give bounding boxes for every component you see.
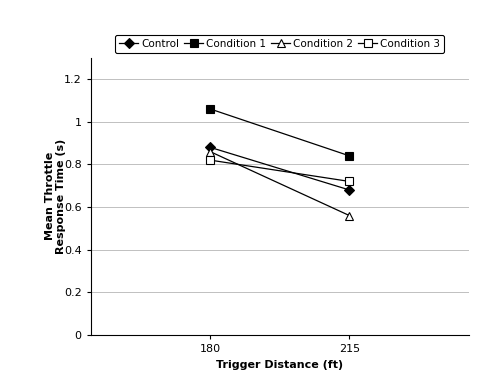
Condition 2 <box>346 213 352 218</box>
Control <box>346 187 352 192</box>
Condition 3 <box>207 158 213 162</box>
Y-axis label: Mean Throttle
Response Time (s): Mean Throttle Response Time (s) <box>45 139 67 254</box>
X-axis label: Trigger Distance (ft): Trigger Distance (ft) <box>216 360 343 370</box>
Condition 1 <box>346 154 352 158</box>
Control <box>207 145 213 150</box>
Condition 2 <box>207 149 213 154</box>
Line: Control: Control <box>207 144 353 193</box>
Condition 1 <box>207 107 213 111</box>
Line: Condition 1: Condition 1 <box>206 105 353 160</box>
Line: Condition 2: Condition 2 <box>206 147 353 220</box>
Legend: Control, Condition 1, Condition 2, Condition 3: Control, Condition 1, Condition 2, Condi… <box>115 35 445 53</box>
Condition 3 <box>346 179 352 184</box>
Line: Condition 3: Condition 3 <box>206 156 353 186</box>
